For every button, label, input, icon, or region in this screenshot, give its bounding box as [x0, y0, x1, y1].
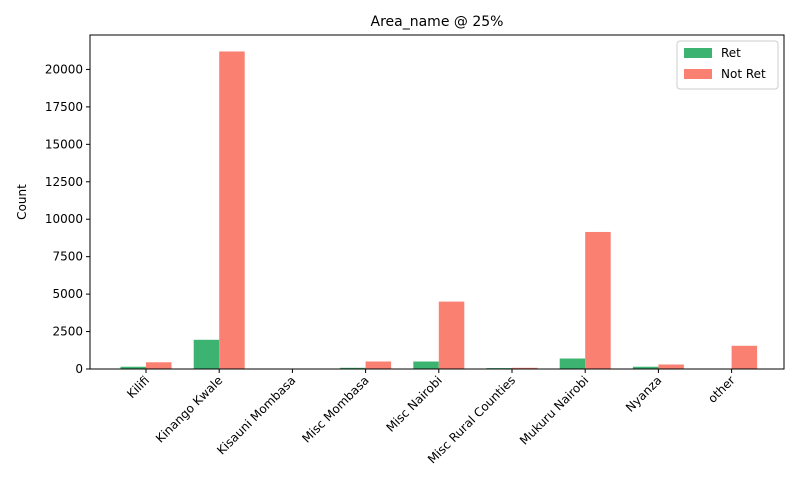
y-tick-label-3: 7500: [52, 250, 83, 264]
chart-title: Area_name @ 25%: [371, 14, 504, 30]
bar-not-ret-5: [512, 367, 538, 369]
legend-swatch-0: [684, 48, 712, 58]
legend-label-1: Not Ret: [721, 67, 766, 81]
bar-not-ret-7: [658, 364, 684, 369]
bar-not-ret-3: [365, 361, 392, 369]
bar-not-ret-4: [438, 301, 465, 369]
y-tick-label-1: 2500: [52, 325, 83, 339]
bar-ret-4: [413, 361, 439, 369]
legend-swatch-1: [684, 69, 712, 79]
plot-frame: [89, 34, 785, 370]
bar-not-ret-1: [219, 51, 245, 369]
y-ticks-group: 0 2500 5000 7500 10000 12500 15000 17500 20000: [45, 62, 90, 376]
bar-ret-6: [559, 358, 586, 369]
y-tick-label-7: 17500: [45, 100, 83, 114]
bar-ret-0: [120, 366, 146, 369]
bar-not-ret-6: [585, 231, 611, 369]
bar-ret-1: [193, 339, 220, 369]
bar-not-ret-0: [146, 362, 172, 369]
bars-group: [120, 51, 758, 369]
bar-ret-7: [632, 366, 659, 369]
bar-ret-3: [340, 367, 366, 369]
y-tick-label-6: 15000: [45, 137, 83, 151]
y-tick-label-5: 12500: [45, 175, 83, 189]
legend: Ret Not Ret: [676, 40, 779, 90]
y-axis-label: Count: [15, 184, 29, 220]
y-tick-label-0: 0: [75, 362, 83, 376]
legend-label-0: Ret: [721, 46, 741, 60]
y-tick-label-4: 10000: [45, 212, 83, 226]
y-tick-label-2: 5000: [52, 287, 83, 301]
bar-not-ret-8: [731, 345, 758, 369]
y-tick-label-8: 20000: [45, 62, 83, 76]
